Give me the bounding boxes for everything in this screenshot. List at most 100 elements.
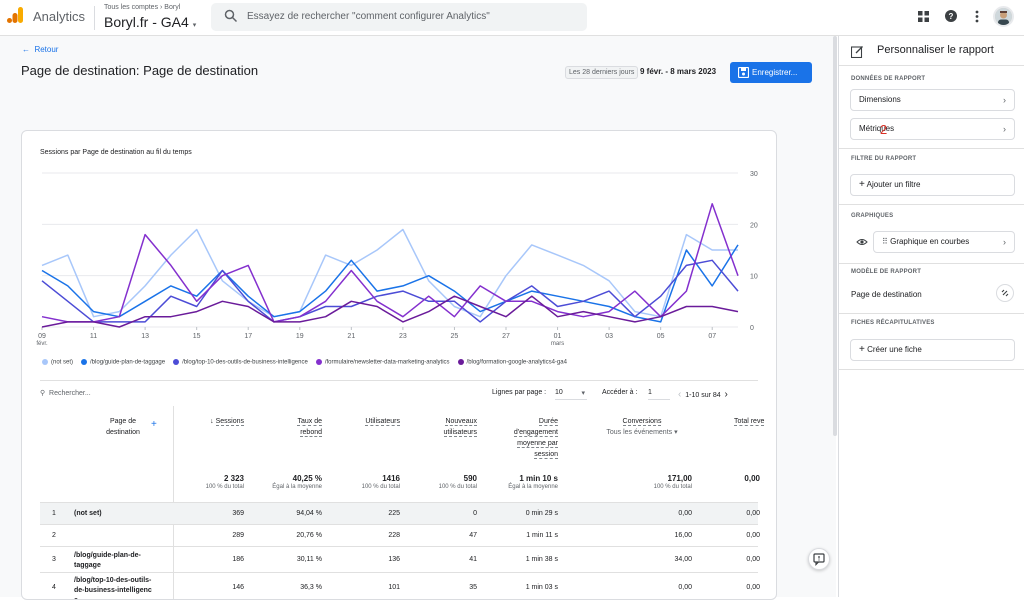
- series-line: [41, 259, 739, 323]
- col-header-new-users-label: Nouveaux utilisateurs: [443, 418, 477, 437]
- legend-item[interactable]: /blog/top-10-des-outils-de-business-inte…: [173, 359, 308, 366]
- chevron-right-icon: ›: [1003, 237, 1006, 247]
- x-tick-label: 07: [708, 333, 716, 340]
- table-row[interactable]: 3 /blog/guide-plan-de-taggage 186 30,11 …: [40, 546, 760, 572]
- col-header-revenue-label: Total reve: [734, 418, 765, 426]
- eye-icon[interactable]: [856, 238, 868, 246]
- section-report-model: MODÈLE DE RAPPORT: [851, 269, 922, 275]
- x-tick-label: 25: [451, 333, 459, 340]
- table-row[interactable]: 4 /blog/top-10-des-outils-de-business-in…: [40, 572, 760, 599]
- table-row[interactable]: 2 289 20,76 % 228 47 1 min 11 s 16,00 0,…: [40, 524, 760, 546]
- row-engagement: 1 min 38 s: [525, 556, 558, 563]
- save-icon: [738, 67, 749, 78]
- col-header-sessions[interactable]: ↓ Sessions: [182, 416, 244, 427]
- y-tick-label: 0: [750, 325, 754, 332]
- table-row[interactable]: 1 (not set) 369 94,04 % 225 0 0 min 29 s…: [40, 502, 760, 524]
- row-page[interactable]: /blog/top-10-des-outils-de-business-inte…: [74, 577, 152, 599]
- col-header-bounce-label: Taux de rebond: [297, 418, 322, 437]
- legend-item[interactable]: /blog/guide-plan-de-taggage: [81, 359, 165, 366]
- add-dimension-icon[interactable]: +: [151, 419, 157, 430]
- chevron-right-icon[interactable]: ›: [724, 389, 728, 400]
- row-number: 1: [52, 510, 56, 517]
- feedback-button[interactable]: [808, 548, 830, 570]
- row-conversions: 16,00: [674, 532, 692, 539]
- back-link[interactable]: ← Retour: [22, 45, 58, 54]
- dimension-header[interactable]: Page de destination: [96, 416, 150, 438]
- avatar[interactable]: [993, 6, 1014, 27]
- x-tick-label: 03: [605, 333, 613, 340]
- edit-report-icon: [851, 46, 863, 58]
- conversions-event-label: Tous les événements: [606, 429, 673, 436]
- drag-handle-icon[interactable]: ⠿: [882, 237, 888, 246]
- chart-type-button[interactable]: ⠿ Graphique en courbes ›: [873, 231, 1015, 253]
- main-scrollbar[interactable]: [833, 36, 837, 436]
- apps-grid-icon[interactable]: [918, 11, 929, 22]
- search-bar[interactable]: Essayez de rechercher "comment configure…: [211, 3, 587, 31]
- y-tick-label: 10: [750, 274, 758, 281]
- total-sessions: 2 323 100 % du total: [182, 474, 244, 490]
- date-range[interactable]: 9 févr. - 8 mars 2023: [640, 67, 717, 76]
- row-engagement: 1 min 03 s: [525, 584, 558, 591]
- chevron-left-icon[interactable]: ‹: [678, 389, 682, 400]
- x-tick-label: 15: [193, 333, 201, 340]
- row-new-users: 35: [469, 584, 477, 591]
- metrics-button[interactable]: Métriques 2 ›: [850, 118, 1015, 140]
- dimensions-button[interactable]: Dimensions ›: [850, 89, 1015, 111]
- add-filter-button[interactable]: + Ajouter un filtre: [850, 174, 1015, 196]
- goto-input[interactable]: 1: [648, 386, 670, 400]
- row-page[interactable]: /blog/guide-plan-de-taggage: [74, 552, 141, 569]
- total-engagement-value: 1 min 10 s: [519, 474, 558, 483]
- col-header-bounce[interactable]: Taux de rebond: [282, 416, 322, 438]
- total-users: 1416 100 % du total: [332, 474, 400, 490]
- y-tick-label: 30: [750, 171, 758, 178]
- total-new-users: 590 100 % du total: [412, 474, 477, 490]
- user-avatar-icon: [995, 8, 1012, 25]
- legend-item[interactable]: /blog/formation-google-analytics4-ga4: [457, 359, 567, 366]
- x-tick-label: 17: [244, 333, 252, 340]
- conversions-event-select[interactable]: Tous les événements ▾: [606, 429, 678, 436]
- save-button[interactable]: Enregistrer...: [730, 62, 812, 83]
- date-chip[interactable]: Les 28 derniers jours: [565, 66, 639, 79]
- row-sessions: 289: [232, 532, 244, 539]
- save-label: Enregistrer...: [752, 68, 798, 77]
- legend-item[interactable]: /formulaire/newsletter-data-marketing-an…: [315, 359, 450, 366]
- analytics-logo-icon[interactable]: [6, 6, 24, 24]
- legend-label: /blog/top-10-des-outils-de-business-inte…: [182, 359, 308, 366]
- search-placeholder: Essayez de rechercher "comment configure…: [247, 11, 490, 22]
- row-revenue: 0,00: [746, 510, 760, 517]
- row-users: 225: [388, 510, 400, 517]
- row-users: 101: [388, 584, 400, 591]
- total-revenue: 0,00: [728, 474, 760, 483]
- chart-title: Sessions par Page de destination au fil …: [40, 149, 192, 156]
- table-search-placeholder: Rechercher...: [49, 390, 91, 397]
- rows-per-page-select[interactable]: 10 ▾: [555, 386, 587, 400]
- total-conversions: 171,00 100 % du total: [622, 474, 692, 490]
- more-vert-icon[interactable]: [975, 10, 979, 23]
- col-header-engagement[interactable]: Durée d'engagement moyenne par session: [502, 416, 558, 460]
- col-header-sessions-label: Sessions: [215, 418, 244, 426]
- property-selector[interactable]: Boryl.fr - GA4 ▾: [104, 14, 196, 30]
- col-header-users[interactable]: Utilisateurs: [342, 416, 400, 427]
- row-page[interactable]: (not set): [74, 510, 102, 517]
- row-bounce: 36,3 %: [300, 584, 322, 591]
- add-icon: +: [859, 344, 865, 355]
- legend-item[interactable]: (not set): [42, 359, 73, 366]
- x-tick-label: 21: [347, 333, 355, 340]
- help-icon[interactable]: ?: [945, 10, 957, 22]
- row-new-users: 0: [473, 510, 477, 517]
- create-card-button[interactable]: + Créer une fiche: [850, 339, 1015, 361]
- panel-title: Personnaliser le rapport: [877, 44, 994, 56]
- col-header-new-users[interactable]: Nouveaux utilisateurs: [430, 416, 477, 438]
- report-card: Sessions par Page de destination au fil …: [21, 130, 777, 600]
- pagination: ‹ 1-10 sur 84 ›: [678, 389, 728, 400]
- unlink-icon[interactable]: [996, 284, 1014, 302]
- divider: [839, 369, 1024, 370]
- account-breadcrumb[interactable]: Tous les comptes › Boryl: [104, 4, 181, 11]
- row-bounce: 30,11 %: [296, 556, 322, 563]
- col-header-revenue[interactable]: Total reve: [734, 416, 765, 427]
- table-search[interactable]: ⚲ Rechercher...: [40, 389, 91, 397]
- divider: [839, 148, 1024, 149]
- row-revenue: 0,00: [746, 532, 760, 539]
- col-header-conversions[interactable]: Conversions Tous les événements ▾: [587, 416, 697, 438]
